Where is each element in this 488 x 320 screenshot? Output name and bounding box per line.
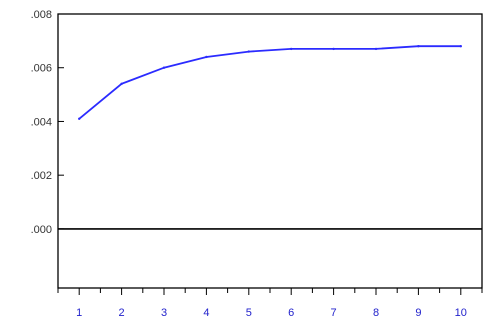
data-point [162,66,166,69]
data-point [459,45,462,48]
y-tick-label: .004 [31,116,52,128]
data-point [247,50,250,53]
x-tick-label: 3 [161,307,167,319]
x-tick-label: 7 [331,307,337,319]
data-point [78,117,81,120]
x-tick-label: 4 [203,307,209,319]
x-tick-label: 9 [415,307,421,319]
x-axis: 1 2 3 4 5 6 7 8 9 10 [57,288,483,319]
plot-frame [57,13,483,289]
data-point [290,47,293,51]
y-tick-label: .000 [31,224,52,236]
x-tick-label: 5 [246,307,252,319]
data-point [332,47,335,51]
x-tick-label: 10 [455,307,467,319]
x-tick-label: 2 [119,307,125,319]
series-line [78,45,461,120]
data-point [205,55,208,59]
data-point [374,47,378,51]
y-tick-label: .002 [31,170,52,182]
x-tick-label: 6 [288,307,294,319]
x-tick-label: 8 [373,307,379,319]
y-axis: .000 .002 .004 .006 .008 [31,9,64,236]
x-tick-label: 1 [76,307,82,319]
series-points [78,45,462,120]
y-tick-label: .006 [31,63,52,75]
data-point [120,82,123,86]
y-tick-label: .008 [31,9,52,21]
data-point [417,45,420,48]
